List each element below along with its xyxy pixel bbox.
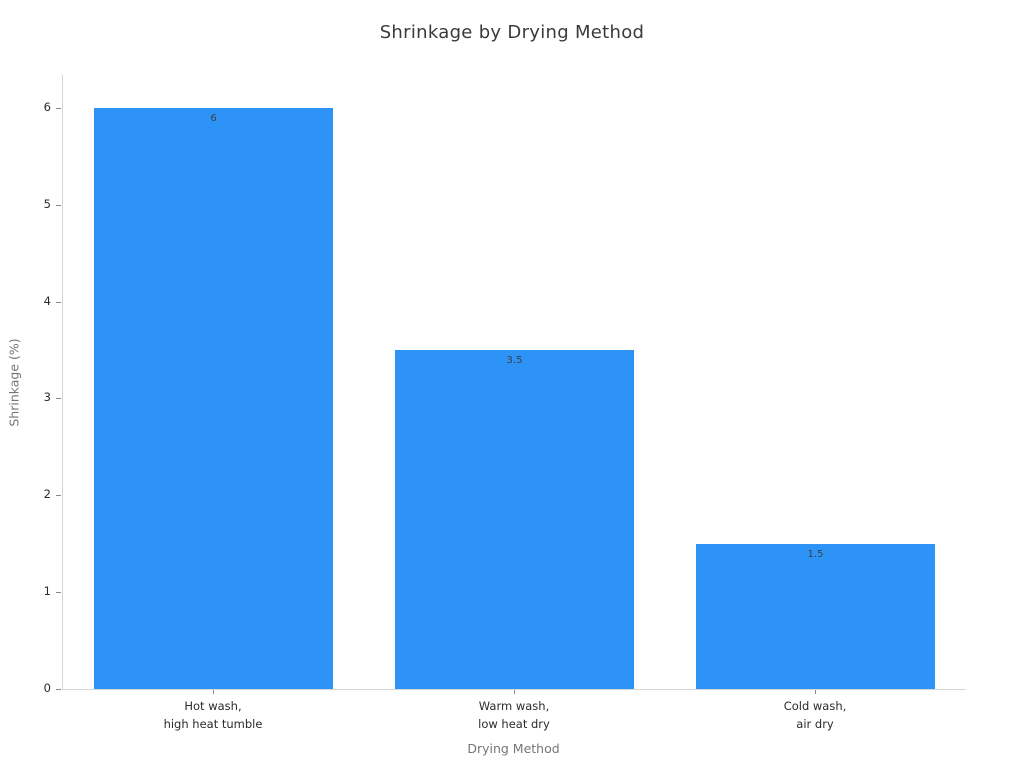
bar-2 <box>696 544 935 689</box>
y-tick-label-6: 6 <box>43 100 51 114</box>
y-tick-label-5: 5 <box>43 197 51 211</box>
bar-value-label-1: 3.5 <box>506 355 523 366</box>
chart-title: Shrinkage by Drying Method <box>379 22 645 43</box>
x-axis-title: Drying Method <box>467 741 560 756</box>
y-tick-mark-0 <box>56 689 61 690</box>
y-tick-mark-3 <box>56 398 61 399</box>
y-axis-title: Shrinkage (%) <box>6 338 22 427</box>
x-tick-label-2: Cold wash, air dry <box>783 699 847 731</box>
bar-1 <box>395 350 634 689</box>
y-tick-label-1: 1 <box>43 584 51 598</box>
x-tick-label-1: Warm wash, low heat dry <box>478 699 550 731</box>
y-tick-mark-6 <box>56 108 61 109</box>
y-tick-mark-4 <box>56 302 61 303</box>
y-tick-mark-1 <box>56 592 61 593</box>
y-tick-label-4: 4 <box>43 294 51 308</box>
plot-area: 6 3.5 1.5 <box>62 75 966 690</box>
x-tick-mark-0 <box>213 690 214 694</box>
bar-value-label-2: 1.5 <box>807 549 824 560</box>
y-tick-label-3: 3 <box>43 390 51 404</box>
y-tick-mark-2 <box>56 495 61 496</box>
bar-0 <box>94 108 333 689</box>
x-tick-mark-2 <box>815 690 816 694</box>
y-tick-label-0: 0 <box>43 681 51 695</box>
bar-value-label-0: 6 <box>210 113 217 124</box>
y-tick-mark-5 <box>56 205 61 206</box>
x-tick-label-0: Hot wash, high heat tumble <box>163 699 263 731</box>
y-tick-label-2: 2 <box>43 487 51 501</box>
x-tick-mark-1 <box>514 690 515 694</box>
